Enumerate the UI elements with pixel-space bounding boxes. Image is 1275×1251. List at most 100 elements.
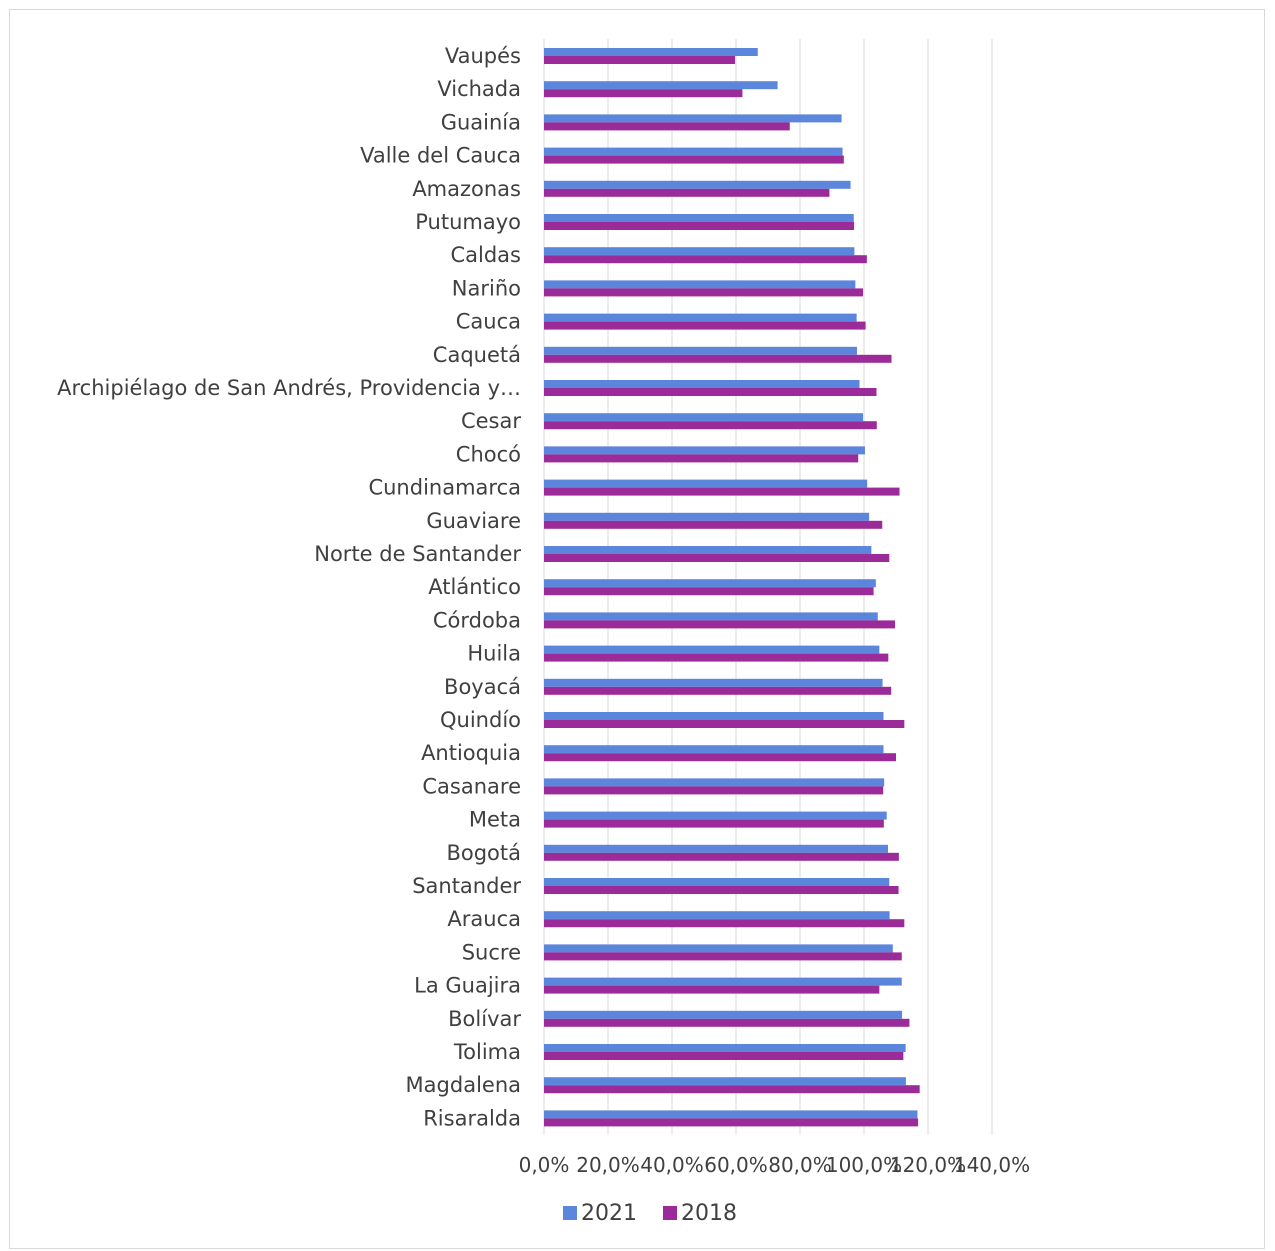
- category-label: Archipiélago de San Andrés, Providencia …: [57, 376, 521, 400]
- bar-2018-guaviare: [544, 520, 883, 529]
- bar-2021-bolívar: [544, 1010, 903, 1019]
- category-label: Vaupés: [445, 44, 521, 68]
- x-tick-label: 0,0%: [519, 1153, 570, 1177]
- bar-2018-cundinamarca: [544, 487, 900, 496]
- bar-2018-la-guajira: [544, 985, 880, 994]
- x-tick-label: 60,0%: [704, 1153, 768, 1177]
- legend-swatch-2018: [663, 1206, 677, 1220]
- bar-2018-caquetá: [544, 354, 892, 363]
- bar-2021-chocó: [544, 446, 865, 455]
- category-label: Valle del Cauca: [360, 144, 521, 168]
- bar-2021-norte-de-santander: [544, 546, 872, 554]
- category-label: Norte de Santander: [314, 542, 521, 566]
- bar-2018-vichada: [544, 89, 743, 98]
- bar-2021-magdalena: [544, 1077, 906, 1086]
- category-label: Huila: [467, 642, 521, 666]
- category-label: Cundinamarca: [368, 476, 521, 500]
- category-label: Bogotá: [446, 841, 521, 865]
- bar-2018-chocó: [544, 454, 859, 463]
- bar-2021-arauca: [544, 911, 890, 920]
- category-label: Antioquia: [421, 741, 521, 765]
- legend: 2021 2018: [563, 1201, 737, 1226]
- bars: [544, 48, 920, 1127]
- bar-2018-quindío: [544, 720, 905, 728]
- bar-2018-cesar: [544, 421, 877, 430]
- bar-2018-tolima: [544, 1052, 904, 1060]
- bar-2021-vaupés: [544, 48, 758, 56]
- bar-2018-magdalena: [544, 1085, 920, 1094]
- bar-2021-quindío: [544, 712, 884, 720]
- bar-2018-boyacá: [544, 686, 892, 695]
- bar-2021-córdoba: [544, 612, 878, 621]
- category-label: Chocó: [456, 442, 521, 466]
- bar-2021-nariño: [544, 280, 856, 289]
- category-label: Córdoba: [433, 608, 521, 632]
- category-label: Santander: [412, 874, 521, 898]
- bar-2018-caldas: [544, 255, 867, 264]
- category-label: Tolima: [453, 1040, 521, 1064]
- category-label: Atlántico: [428, 575, 521, 599]
- category-label: Arauca: [447, 907, 521, 931]
- category-label: Boyacá: [444, 675, 521, 699]
- bar-2018-antioquia: [544, 753, 896, 762]
- category-label: Vichada: [437, 77, 521, 101]
- category-label: Sucre: [462, 940, 521, 964]
- bar-2021-sucre: [544, 944, 893, 953]
- bar-2018-amazonas: [544, 188, 830, 197]
- bar-2018-putumayo: [544, 222, 855, 230]
- bar-2018-meta: [544, 819, 884, 828]
- bar-2021-casanare: [544, 778, 885, 787]
- bar-2018-córdoba: [544, 620, 896, 629]
- category-label: Guaviare: [426, 509, 521, 533]
- bar-2021-guainía: [544, 114, 842, 123]
- bar-2021-la-guajira: [544, 977, 902, 986]
- bar-2021-guaviare: [544, 512, 870, 521]
- bar-2018-valle-del-cauca: [544, 155, 844, 164]
- category-label: Bolívar: [448, 1007, 521, 1031]
- x-tick-label: 40,0%: [640, 1153, 704, 1177]
- bar-2018-norte-de-santander: [544, 554, 890, 562]
- bar-2018-bogotá: [544, 852, 899, 861]
- x-tick-label: 140,0%: [954, 1153, 1030, 1177]
- bar-2021-meta: [544, 811, 887, 820]
- bar-2021-caquetá: [544, 346, 857, 355]
- bar-2018-nariño: [544, 288, 864, 297]
- bar-2021-putumayo: [544, 214, 854, 222]
- x-tick-label: 100,0%: [826, 1153, 902, 1177]
- bar-2021-tolima: [544, 1044, 906, 1052]
- bar-2021-cundinamarca: [544, 479, 868, 488]
- bar-2021-huila: [544, 645, 880, 654]
- bar-2021-atlántico: [544, 579, 876, 588]
- x-tick-label: 120,0%: [890, 1153, 966, 1177]
- legend-label-2021: 2021: [581, 1201, 637, 1226]
- bar-2021-vichada: [544, 81, 778, 90]
- x-axis-tick-labels: 0,0% 20,0% 40,0% 60,0% 80,0%100,0%120,0%140,…: [519, 1153, 1031, 1177]
- category-label: Caldas: [450, 243, 521, 267]
- category-label: Meta: [469, 808, 521, 832]
- bar-2021-cesar: [544, 413, 864, 422]
- legend-swatch-2021: [563, 1206, 577, 1220]
- bar-2018-sucre: [544, 952, 902, 961]
- bar-2018-guainía: [544, 122, 790, 131]
- bar-2018-arauca: [544, 919, 905, 928]
- bar-2021-santander: [544, 878, 890, 886]
- bar-2021-amazonas: [544, 180, 851, 189]
- category-label: La Guajira: [414, 974, 521, 998]
- category-label: Cauca: [456, 310, 521, 334]
- category-label: Caquetá: [433, 343, 521, 367]
- category-label: Casanare: [422, 774, 521, 798]
- bar-2021-antioquia: [544, 745, 884, 754]
- category-label: Putumayo: [415, 210, 521, 234]
- bar-2021-valle-del-cauca: [544, 147, 843, 156]
- category-label: Guainía: [441, 110, 521, 134]
- bar-2021-archipiélago-de-san-andrés-providencia-y-: [544, 380, 860, 388]
- bar-2018-vaupés: [544, 56, 736, 64]
- bar-2018-atlántico: [544, 587, 874, 596]
- legend-label-2018: 2018: [681, 1201, 737, 1226]
- bar-2018-casanare: [544, 786, 884, 795]
- bar-2018-archipiélago-de-san-andrés-providencia-y-: [544, 388, 877, 396]
- category-label: Nariño: [452, 276, 521, 300]
- category-label: Quindío: [440, 708, 521, 732]
- bar-2018-risaralda: [544, 1118, 919, 1127]
